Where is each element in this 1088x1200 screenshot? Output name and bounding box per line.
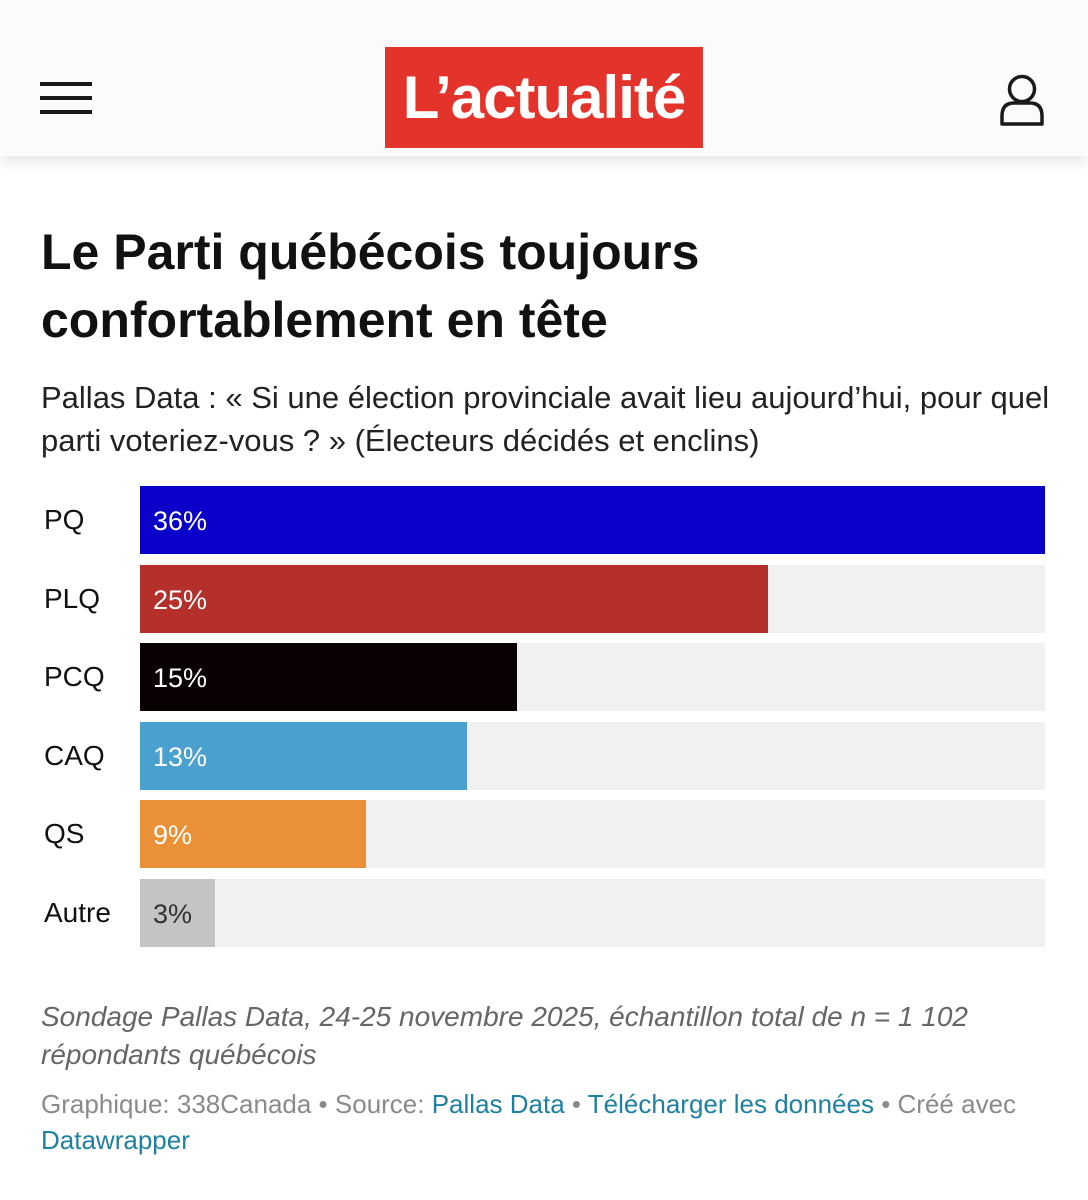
- bar-track: 25%: [140, 565, 1045, 633]
- bar-row: QS 9%: [0, 800, 1088, 868]
- bar-pcq: [140, 643, 517, 711]
- category-label: PCQ: [44, 661, 105, 692]
- bar-track: 13%: [140, 722, 1045, 790]
- chart-title: Le Parti québécois toujours confortablem…: [41, 224, 700, 348]
- value-label: 25%: [153, 585, 208, 615]
- value-label: 36%: [153, 506, 208, 536]
- bar-qs: [140, 800, 366, 868]
- value-label: 13%: [153, 742, 208, 772]
- bar-autre: [140, 879, 215, 947]
- value-label: 3%: [153, 899, 193, 929]
- datawrapper-link[interactable]: Datawrapper: [41, 1125, 190, 1155]
- bar-track: 9%: [140, 800, 1045, 868]
- site-logo[interactable]: L’actualité: [385, 47, 703, 148]
- bar-plq: [140, 565, 768, 633]
- category-label: Autre: [44, 897, 111, 928]
- footer-separator: •: [311, 1089, 335, 1119]
- category-label: QS: [44, 818, 85, 849]
- value-label: 15%: [153, 663, 208, 693]
- bar-track: 15%: [140, 643, 1045, 711]
- category-label: PQ: [44, 504, 85, 535]
- source-label: Source:: [334, 1089, 432, 1119]
- chart-subtitle: Pallas Data : « Si une élection provinci…: [41, 380, 1050, 458]
- bar-pq: [140, 486, 1045, 554]
- chart-footer: Graphique: 338Canada • Source: Pallas Da…: [41, 1086, 1051, 1158]
- site-header: L’actualité: [0, 0, 1088, 156]
- footer-separator: •: [873, 1089, 898, 1119]
- graphic-credit: Graphique: 338Canada: [41, 1089, 312, 1119]
- bar-row: PQ 36%: [0, 486, 1088, 554]
- bar-row: Autre 3%: [0, 879, 1088, 947]
- bar-row: CAQ 13%: [0, 722, 1088, 790]
- download-data-link[interactable]: Télécharger les données: [587, 1089, 874, 1119]
- category-label: CAQ: [44, 740, 105, 771]
- bar-track: 36%: [140, 486, 1045, 554]
- value-label: 9%: [153, 820, 193, 850]
- bar-track: 3%: [140, 879, 1045, 947]
- footer-separator: •: [564, 1089, 588, 1119]
- created-with-label: Créé avec: [897, 1089, 1017, 1119]
- bar-caq: [140, 722, 467, 790]
- user-account-icon[interactable]: [998, 72, 1046, 128]
- category-label: PLQ: [44, 583, 101, 614]
- bar-row: PLQ 25%: [0, 565, 1088, 633]
- source-link[interactable]: Pallas Data: [431, 1089, 565, 1119]
- chart-note: Sondage Pallas Data, 24-25 novembre 2025…: [41, 1001, 968, 1070]
- bar-row: PCQ 15%: [0, 643, 1088, 711]
- bar-chart: PQ 36% PLQ 25% PCQ 15% CAQ 13% QS 9% Autre 3%: [0, 486, 1088, 956]
- hamburger-menu-icon[interactable]: [40, 82, 92, 114]
